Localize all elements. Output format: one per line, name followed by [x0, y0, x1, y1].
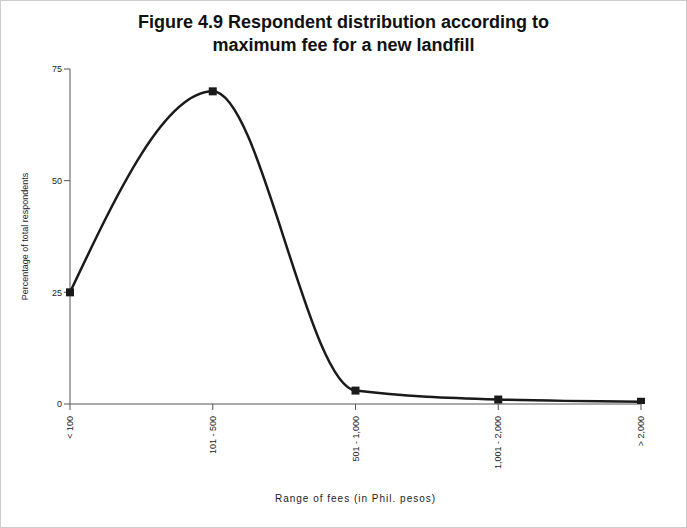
- svg-text:< 100: < 100: [65, 416, 75, 439]
- svg-text:25: 25: [52, 288, 62, 298]
- svg-text:501 - 1,000: 501 - 1,000: [351, 416, 361, 462]
- svg-text:75: 75: [52, 64, 62, 74]
- svg-text:> 2,000: > 2,000: [636, 416, 646, 446]
- svg-text:Percentage of total respondent: Percentage of total respondents: [20, 172, 30, 300]
- html-text:Figure 4.9 Respondent distribu: Figure 4.9 Respondent distribution accor…: [138, 12, 549, 55]
- svg-text:Range of fees (in Phil. pesos): Range of fees (in Phil. pesos): [275, 493, 436, 504]
- svg-text:0: 0: [57, 399, 62, 409]
- svg-text:101 - 500: 101 - 500: [208, 416, 218, 454]
- svg-text:1,001 - 2,000: 1,001 - 2,000: [493, 416, 503, 469]
- svg-text:50: 50: [52, 176, 62, 186]
